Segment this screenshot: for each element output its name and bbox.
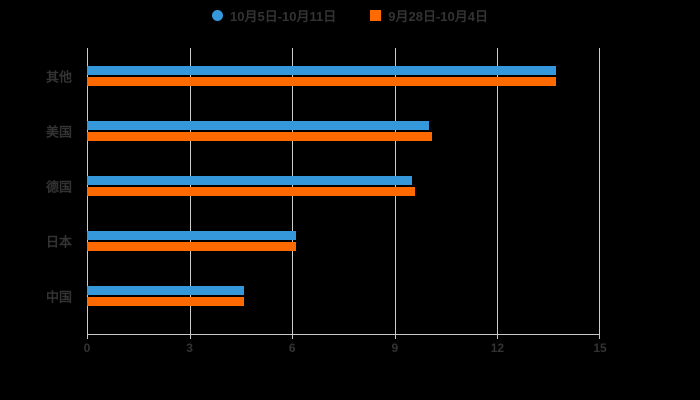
x-tick-label-3: 3 <box>186 341 193 355</box>
plot-area: 0 3 6 9 12 15 其他美国德国日本中国 <box>46 48 607 355</box>
y-category-label-1: 美国 <box>45 124 72 139</box>
x-tickmark-9 <box>394 334 396 339</box>
x-tickmark-15 <box>599 334 600 339</box>
bar-series1-中国[interactable] <box>87 296 245 306</box>
bar-series1-美国[interactable] <box>87 131 433 141</box>
legend-label: 9月28日-10月4日 <box>388 8 488 24</box>
legend-item-0[interactable]: 10月5日-10月11日 <box>212 6 336 25</box>
bar-series0-日本[interactable] <box>87 230 296 240</box>
bar-series0-美国[interactable] <box>87 120 429 130</box>
y-category-label-4: 中国 <box>45 289 72 304</box>
gridline-x-15 <box>599 48 600 334</box>
bar-series0-其他[interactable] <box>87 65 556 75</box>
legend-square-marker <box>370 9 382 21</box>
x-tickmark-12 <box>497 334 499 339</box>
bar-series1-日本[interactable] <box>87 241 296 251</box>
x-tickmark-6 <box>292 334 294 339</box>
x-tick-label-0: 0 <box>83 341 91 355</box>
bar-row-3: 日本 <box>46 213 600 268</box>
legend-circle-marker <box>212 9 224 21</box>
y-category-label-3: 日本 <box>45 234 72 249</box>
bar-series1-德国[interactable] <box>87 186 416 196</box>
x-tick-label-15: 15 <box>593 341 607 355</box>
bar-series1-其他[interactable] <box>87 76 556 86</box>
legend-label: 10月5日-10月11日 <box>230 8 337 24</box>
x-tick-label-9: 9 <box>391 341 399 355</box>
x-tick-label-12: 12 <box>490 341 505 355</box>
bar-row-0: 其他 <box>46 48 600 103</box>
chart-legend: 10月5日-10月11日 9月28日-10月4日 <box>0 5 700 25</box>
gridline-x-12 <box>497 48 499 334</box>
bar-row-4: 中国 <box>46 268 600 323</box>
bar-row-1: 美国 <box>46 103 600 158</box>
bar-series0-中国[interactable] <box>87 285 245 295</box>
legend-item-1[interactable]: 9月28日-10月4日 <box>370 6 488 25</box>
x-tickmark-0 <box>87 334 88 339</box>
y-category-label-0: 其他 <box>45 69 72 84</box>
y-category-label-2: 德国 <box>45 179 72 194</box>
x-tickmark-3 <box>189 334 191 339</box>
bar-series0-德国[interactable] <box>87 175 412 185</box>
x-tick-label-6: 6 <box>288 341 296 355</box>
bar-row-2: 德国 <box>46 158 600 213</box>
